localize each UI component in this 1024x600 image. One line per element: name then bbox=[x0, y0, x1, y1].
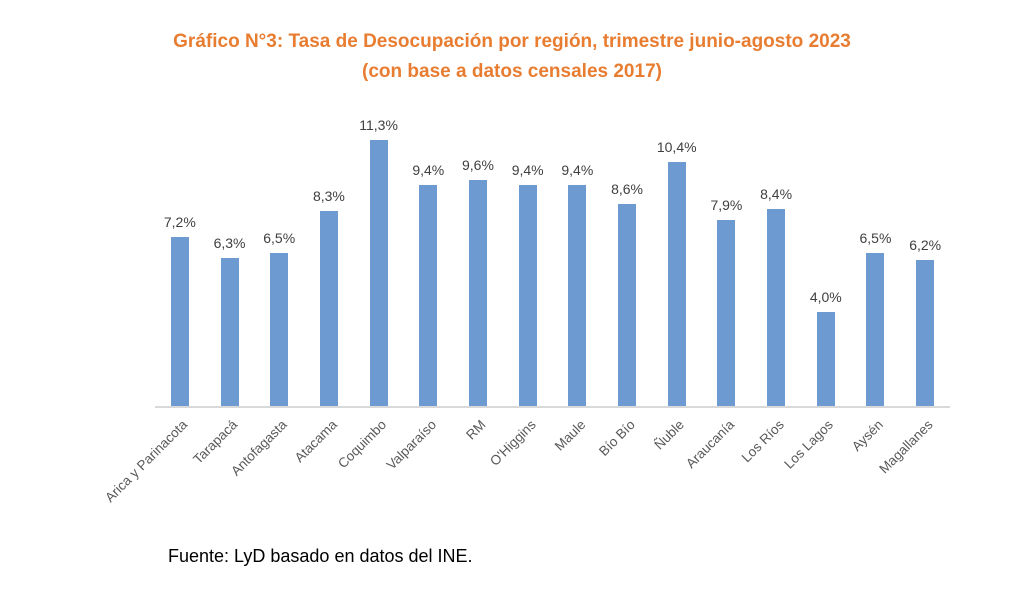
bar-value-label: 11,3% bbox=[359, 117, 398, 134]
x-axis-label-maule: Maule bbox=[551, 417, 588, 454]
bar-maule bbox=[568, 185, 587, 406]
bar-chart-plot-area: 7,2% 6,3% 6,5% 8,3% 11,3% 9,4% 9,6% 9,4% 9,4% 8,6… bbox=[155, 100, 950, 408]
bar-group-valparaiso: 9,4% bbox=[403, 100, 453, 406]
bar-aysen bbox=[866, 253, 885, 406]
bar-value-label: 6,3% bbox=[213, 234, 246, 251]
bar-value-label: 7,2% bbox=[163, 213, 196, 230]
bar-araucania bbox=[717, 220, 736, 406]
bar-group-magallanes: 6,2% bbox=[900, 100, 950, 406]
bar-group-aysen: 6,5% bbox=[851, 100, 901, 406]
x-axis: Arica y Parinacota Tarapacá Antofagasta Ata… bbox=[102, 408, 950, 543]
bar-value-label: 9,4% bbox=[561, 162, 594, 179]
bar-nuble bbox=[667, 161, 686, 406]
chart-title-block: Gráfico N°3: Tasa de Desocupación por re… bbox=[0, 27, 1024, 87]
x-axis-label-magallanes: Magallanes bbox=[876, 417, 936, 477]
bar-group-atacama: 8,3% bbox=[304, 100, 354, 406]
bar-group-antofagasta: 6,5% bbox=[254, 100, 304, 406]
bar-value-label: 8,3% bbox=[312, 187, 345, 204]
x-axis-label-aysen: Aysén bbox=[849, 417, 887, 454]
bar-value-label: 6,2% bbox=[909, 237, 942, 254]
bar-o-higgins bbox=[518, 185, 537, 406]
bar-value-label: 6,5% bbox=[859, 230, 892, 247]
bar-value-label: 8,6% bbox=[611, 180, 643, 197]
x-axis-label-o-higgins: O'Higgins bbox=[486, 417, 539, 469]
bar-arica-y-parinacota bbox=[170, 236, 189, 406]
x-axis-label-araucania: Araucanía bbox=[682, 417, 738, 472]
bar-value-label: 9,6% bbox=[462, 157, 494, 174]
bar-rm bbox=[468, 180, 487, 406]
bar-atacama bbox=[319, 210, 338, 406]
bar-coquimbo bbox=[369, 140, 388, 406]
bar-group-araucania: 7,9% bbox=[702, 100, 752, 406]
x-axis-label-los-rios: Los Ríos bbox=[738, 417, 787, 466]
x-axis-label-valparaiso: Valparaíso bbox=[383, 417, 439, 473]
bar-group-o-higgins: 9,4% bbox=[503, 100, 553, 406]
bar-group-tarapaca: 6,3% bbox=[205, 100, 255, 406]
chart-title: Gráfico N°3: Tasa de Desocupación por re… bbox=[173, 31, 851, 52]
bar-valparaiso bbox=[419, 185, 438, 406]
bar-los-lagos bbox=[816, 312, 835, 406]
bar-antofagasta bbox=[270, 253, 289, 406]
bar-value-label: 9,4% bbox=[511, 162, 544, 179]
bar-value-label: 6,5% bbox=[263, 230, 296, 247]
bar-group-bio-bio: 8,6% bbox=[602, 100, 652, 406]
x-axis-label-tarapaca: Tarapacá bbox=[190, 417, 241, 467]
bar-bio-bio bbox=[618, 203, 637, 406]
x-axis-label-coquimbo: Coquimbo bbox=[335, 417, 390, 472]
bar-magallanes bbox=[916, 260, 935, 406]
bar-group-arica-y-parinacota: 7,2% bbox=[155, 100, 205, 406]
bar-value-label: 9,4% bbox=[412, 162, 445, 179]
bar-group-rm: 9,6% bbox=[453, 100, 503, 406]
x-axis-label-rm: RM bbox=[463, 417, 489, 443]
bar-value-label: 8,4% bbox=[760, 185, 793, 202]
bar-value-label: 10,4% bbox=[656, 138, 697, 155]
bar-group-nuble: 10,4% bbox=[652, 100, 702, 406]
bar-group-maule: 9,4% bbox=[553, 100, 603, 406]
x-axis-label-los-lagos: Los Lagos bbox=[781, 417, 837, 472]
x-axis-label-arica-y-parinacota: Arica y Parinacota bbox=[102, 417, 191, 506]
chart-subtitle: (con base a datos censales 2017) bbox=[362, 61, 662, 82]
bar-los-rios bbox=[767, 208, 786, 406]
x-axis-label-nuble: Ñuble bbox=[651, 417, 688, 453]
bar-group-coquimbo: 11,3% bbox=[354, 100, 404, 406]
bar-value-label: 4,0% bbox=[809, 289, 842, 305]
bar-tarapaca bbox=[220, 257, 239, 406]
x-axis-label-atacama: Atacama bbox=[291, 417, 340, 466]
bar-value-label: 7,9% bbox=[710, 197, 743, 214]
source-note: Fuente: LyD basado en datos del INE. bbox=[168, 546, 473, 566]
bar-group-los-rios: 8,4% bbox=[751, 100, 801, 406]
x-axis-label-bio-bio: Bío Bío bbox=[595, 417, 638, 459]
bar-group-los-lagos: 4,0% bbox=[801, 100, 851, 406]
